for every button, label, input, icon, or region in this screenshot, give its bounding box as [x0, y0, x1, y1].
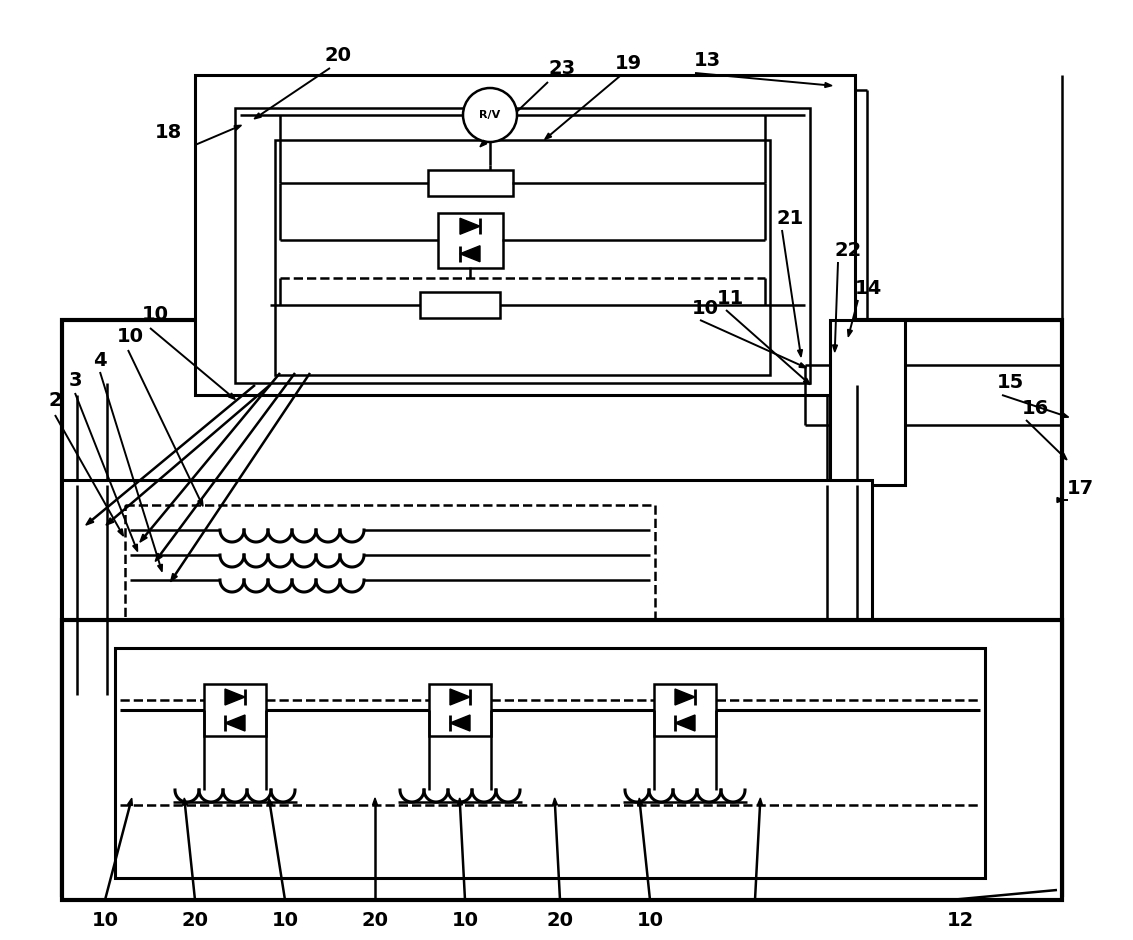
Polygon shape [128, 798, 133, 806]
Text: 3: 3 [68, 370, 82, 389]
Polygon shape [638, 798, 642, 806]
Bar [62, 320, 1062, 895]
Polygon shape [373, 798, 377, 805]
Polygon shape [460, 245, 480, 261]
Circle shape [463, 88, 517, 142]
Text: 22: 22 [834, 241, 861, 259]
Polygon shape [155, 554, 162, 561]
Polygon shape [267, 798, 272, 806]
Polygon shape [86, 518, 94, 525]
Polygon shape [798, 350, 802, 357]
Polygon shape [171, 573, 178, 582]
Polygon shape [198, 499, 203, 507]
Bar [195, 75, 855, 395]
Text: 19: 19 [614, 54, 641, 72]
Polygon shape [254, 113, 262, 118]
Text: 16: 16 [1021, 399, 1049, 417]
Text: 23: 23 [548, 58, 576, 77]
Polygon shape [1057, 497, 1064, 503]
Polygon shape [225, 715, 245, 731]
Polygon shape [799, 363, 807, 368]
Polygon shape [105, 518, 113, 525]
Text: 14: 14 [854, 278, 881, 297]
Text: 10: 10 [92, 911, 119, 930]
Bar [830, 320, 905, 485]
Bar [62, 480, 872, 695]
Polygon shape [553, 798, 557, 806]
Text: 10: 10 [691, 299, 718, 318]
Text: 21: 21 [776, 209, 803, 227]
Bar [654, 684, 716, 736]
Polygon shape [545, 133, 552, 139]
Polygon shape [833, 345, 837, 352]
Text: 2: 2 [49, 390, 62, 410]
Text: 10: 10 [451, 911, 478, 930]
Bar [62, 620, 1062, 900]
Text: 15: 15 [996, 372, 1023, 391]
Text: 10: 10 [117, 327, 144, 347]
Bar [427, 170, 512, 196]
Text: 20: 20 [361, 911, 389, 930]
Text: 4: 4 [93, 351, 107, 369]
Bar [125, 505, 655, 680]
Text: 13: 13 [693, 51, 721, 70]
Polygon shape [758, 798, 763, 806]
Text: 10: 10 [272, 911, 298, 930]
Polygon shape [225, 689, 245, 705]
Text: R/V: R/V [479, 110, 501, 120]
Bar [429, 684, 491, 736]
Bar [420, 292, 500, 318]
Polygon shape [1062, 413, 1068, 417]
Polygon shape [229, 393, 236, 399]
Polygon shape [157, 564, 162, 572]
Polygon shape [847, 329, 852, 337]
Bar [235, 108, 810, 383]
Text: 11: 11 [716, 289, 743, 307]
Text: 12: 12 [946, 911, 973, 930]
Text: 20: 20 [546, 911, 573, 930]
Polygon shape [118, 529, 123, 536]
Bar [275, 140, 770, 375]
Polygon shape [458, 798, 462, 806]
Text: 20: 20 [181, 911, 208, 930]
Bar [437, 212, 503, 268]
Polygon shape [803, 378, 810, 384]
Polygon shape [235, 125, 241, 131]
Text: 18: 18 [154, 122, 181, 142]
Polygon shape [460, 218, 480, 234]
Polygon shape [825, 83, 832, 87]
Bar [116, 648, 985, 878]
Bar [204, 684, 266, 736]
Polygon shape [450, 715, 470, 731]
Polygon shape [450, 689, 470, 705]
Text: 10: 10 [637, 911, 664, 930]
Polygon shape [139, 534, 147, 542]
Text: 17: 17 [1066, 478, 1093, 497]
Text: 10: 10 [142, 306, 169, 324]
Polygon shape [133, 544, 137, 552]
Text: 20: 20 [324, 45, 351, 65]
Polygon shape [480, 140, 487, 147]
Polygon shape [182, 798, 187, 806]
Polygon shape [675, 715, 695, 731]
Polygon shape [1060, 453, 1067, 460]
Polygon shape [675, 689, 695, 705]
